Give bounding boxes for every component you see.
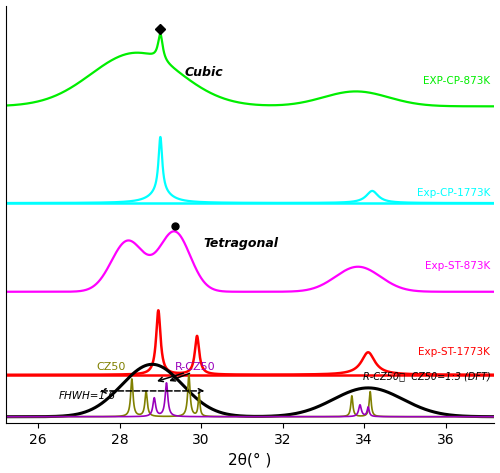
Text: R-CZ50: R-CZ50 <box>174 362 216 372</box>
Text: EXP-CP-873K: EXP-CP-873K <box>423 76 490 86</box>
Text: Cubic: Cubic <box>185 66 224 79</box>
Text: Tetragonal: Tetragonal <box>203 237 278 250</box>
Text: Exp-CP-1773K: Exp-CP-1773K <box>417 188 490 198</box>
Text: R-CZ50：  CZ50=1:3 (DFT): R-CZ50： CZ50=1:3 (DFT) <box>362 371 490 381</box>
Text: Exp-ST-873K: Exp-ST-873K <box>425 261 490 271</box>
Text: Exp-ST-1773K: Exp-ST-1773K <box>418 347 490 357</box>
X-axis label: 2θ(° ): 2θ(° ) <box>228 453 272 467</box>
Text: CZ50: CZ50 <box>97 362 126 372</box>
Text: FHWH=1.6: FHWH=1.6 <box>58 391 116 401</box>
